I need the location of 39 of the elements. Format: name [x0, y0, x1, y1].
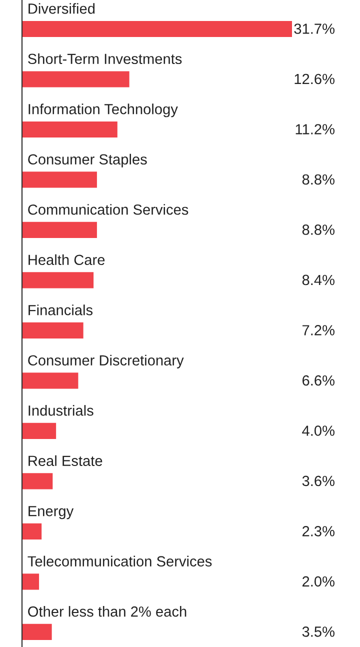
- bar: [22, 121, 118, 138]
- data-label: 4.0%: [302, 426, 334, 436]
- y-tick-label: Consumer Staples: [28, 154, 147, 168]
- bar: [22, 272, 94, 288]
- y-tick-label: Telecommunication Services: [28, 556, 212, 567]
- y-tick-label: Short-Term Investments: [28, 53, 182, 64]
- data-label: 8.4%: [302, 274, 334, 286]
- bar: [22, 322, 84, 338]
- y-tick-label: Industrials: [28, 405, 94, 416]
- data-label: 8.8%: [302, 224, 334, 235]
- y-tick-label: Other less than 2% each: [28, 606, 186, 617]
- data-label: 11.2%: [296, 124, 334, 134]
- bar: [22, 523, 42, 540]
- y-tick-label: Communication Services: [28, 204, 188, 215]
- bar: [22, 172, 97, 188]
- bar: [22, 422, 56, 439]
- data-label: 31.7%: [294, 24, 334, 34]
- data-label: 6.6%: [302, 375, 334, 386]
- data-label: 12.6%: [294, 74, 334, 84]
- y-tick-label: Health Care: [28, 254, 105, 266]
- bar: [22, 372, 78, 389]
- bar: [22, 624, 52, 640]
- y-tick-label: Real Estate: [28, 455, 102, 466]
- y-tick-label: Information Technology: [28, 104, 178, 118]
- y-tick-label: Energy: [28, 506, 74, 520]
- bar: [22, 574, 40, 590]
- y-tick-label: Diversified: [28, 3, 95, 14]
- bar: [22, 20, 292, 38]
- data-label: 2.3%: [302, 526, 334, 536]
- y-tick-label: Consumer Discretionary: [28, 354, 184, 368]
- bar: [22, 71, 130, 88]
- data-label: 3.5%: [302, 626, 334, 637]
- data-label: 3.6%: [302, 476, 334, 486]
- data-label: 8.8%: [302, 174, 334, 185]
- bar: [22, 222, 97, 238]
- bar: [22, 473, 53, 490]
- y-tick-label: Financials: [28, 304, 93, 316]
- data-label: 2.0%: [302, 576, 334, 587]
- data-label: 7.2%: [302, 325, 334, 336]
